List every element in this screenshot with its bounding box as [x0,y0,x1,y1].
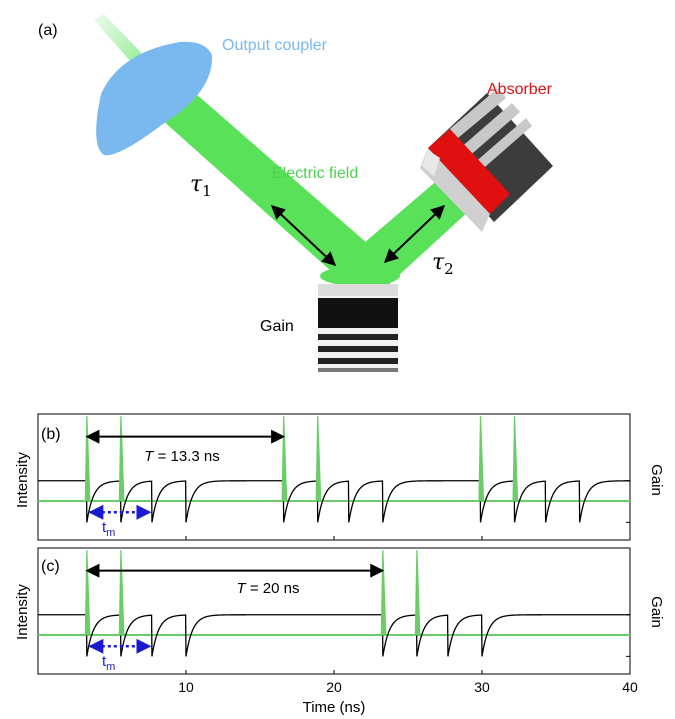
output-coupler-mirror [96,41,213,156]
output-beam [94,14,150,70]
panel-b-pulse [512,415,519,502]
absorber-label: Absorber [487,81,553,98]
panel-c-frame [37,547,631,675]
tau1-arrow [270,205,337,266]
panel-c-ylabel-right: Gain [648,596,665,628]
panel-c-plot [38,549,631,674]
x-tick-label: 20 [326,679,342,695]
tau1-label: τ1 [190,172,212,200]
panel-c-period-label: T = 20 ns [237,580,300,597]
panel-c-tm-label: tm [102,653,115,673]
x-tick-label: 10 [178,679,194,695]
panel-b-pulse [84,415,91,502]
panel-b-plot [38,415,631,540]
beam-spot [320,266,400,286]
panel-b-pulse [281,415,288,502]
panel-c-gain-trace [38,614,630,657]
electric-field-label: Electric field [272,165,358,182]
gain-label: Gain [260,318,294,335]
panel-b-ylabel-right: Gain [648,464,665,496]
x-axis-label: Time (ns) [303,699,366,716]
panel-b-pulse [478,415,485,502]
panel-c-label: (c) [41,558,60,575]
x-tick-label: 40 [622,679,638,695]
panel-b-pulse [315,415,322,502]
panel-b-frame [37,413,631,541]
tau2-arrow [383,205,446,263]
x-tick-label: 30 [474,679,490,695]
panel-b-ylabel: Intensity [14,452,31,508]
panel-b-gain-trace [38,480,630,523]
panel-a-label: (a) [38,22,58,39]
panel-b: (b) Intensity Gain T = 13.3 ns tm [14,413,665,541]
panel-b-pulse [118,415,125,502]
panel-c-pulse [118,549,125,636]
panel-b-period-label: T = 13.3 ns [144,448,219,465]
panel-c-pulse [84,549,91,636]
panel-b-label: (b) [41,426,61,443]
panel-c-pulse [414,549,421,636]
panel-b-tm-label: tm [102,519,115,539]
panel-c-pulse [380,549,387,636]
cavity-diagram: (a) [38,14,553,372]
tau2-label: τ2 [432,250,454,278]
panel-c-ylabel: Intensity [14,584,31,640]
panel-c: (c) Intensity Gain T = 20 ns tm [14,547,665,675]
x-axis: 10 20 30 40 [178,679,638,695]
gain-chip [318,284,398,372]
absorber-block [420,88,553,232]
output-coupler-label: Output coupler [222,37,328,54]
